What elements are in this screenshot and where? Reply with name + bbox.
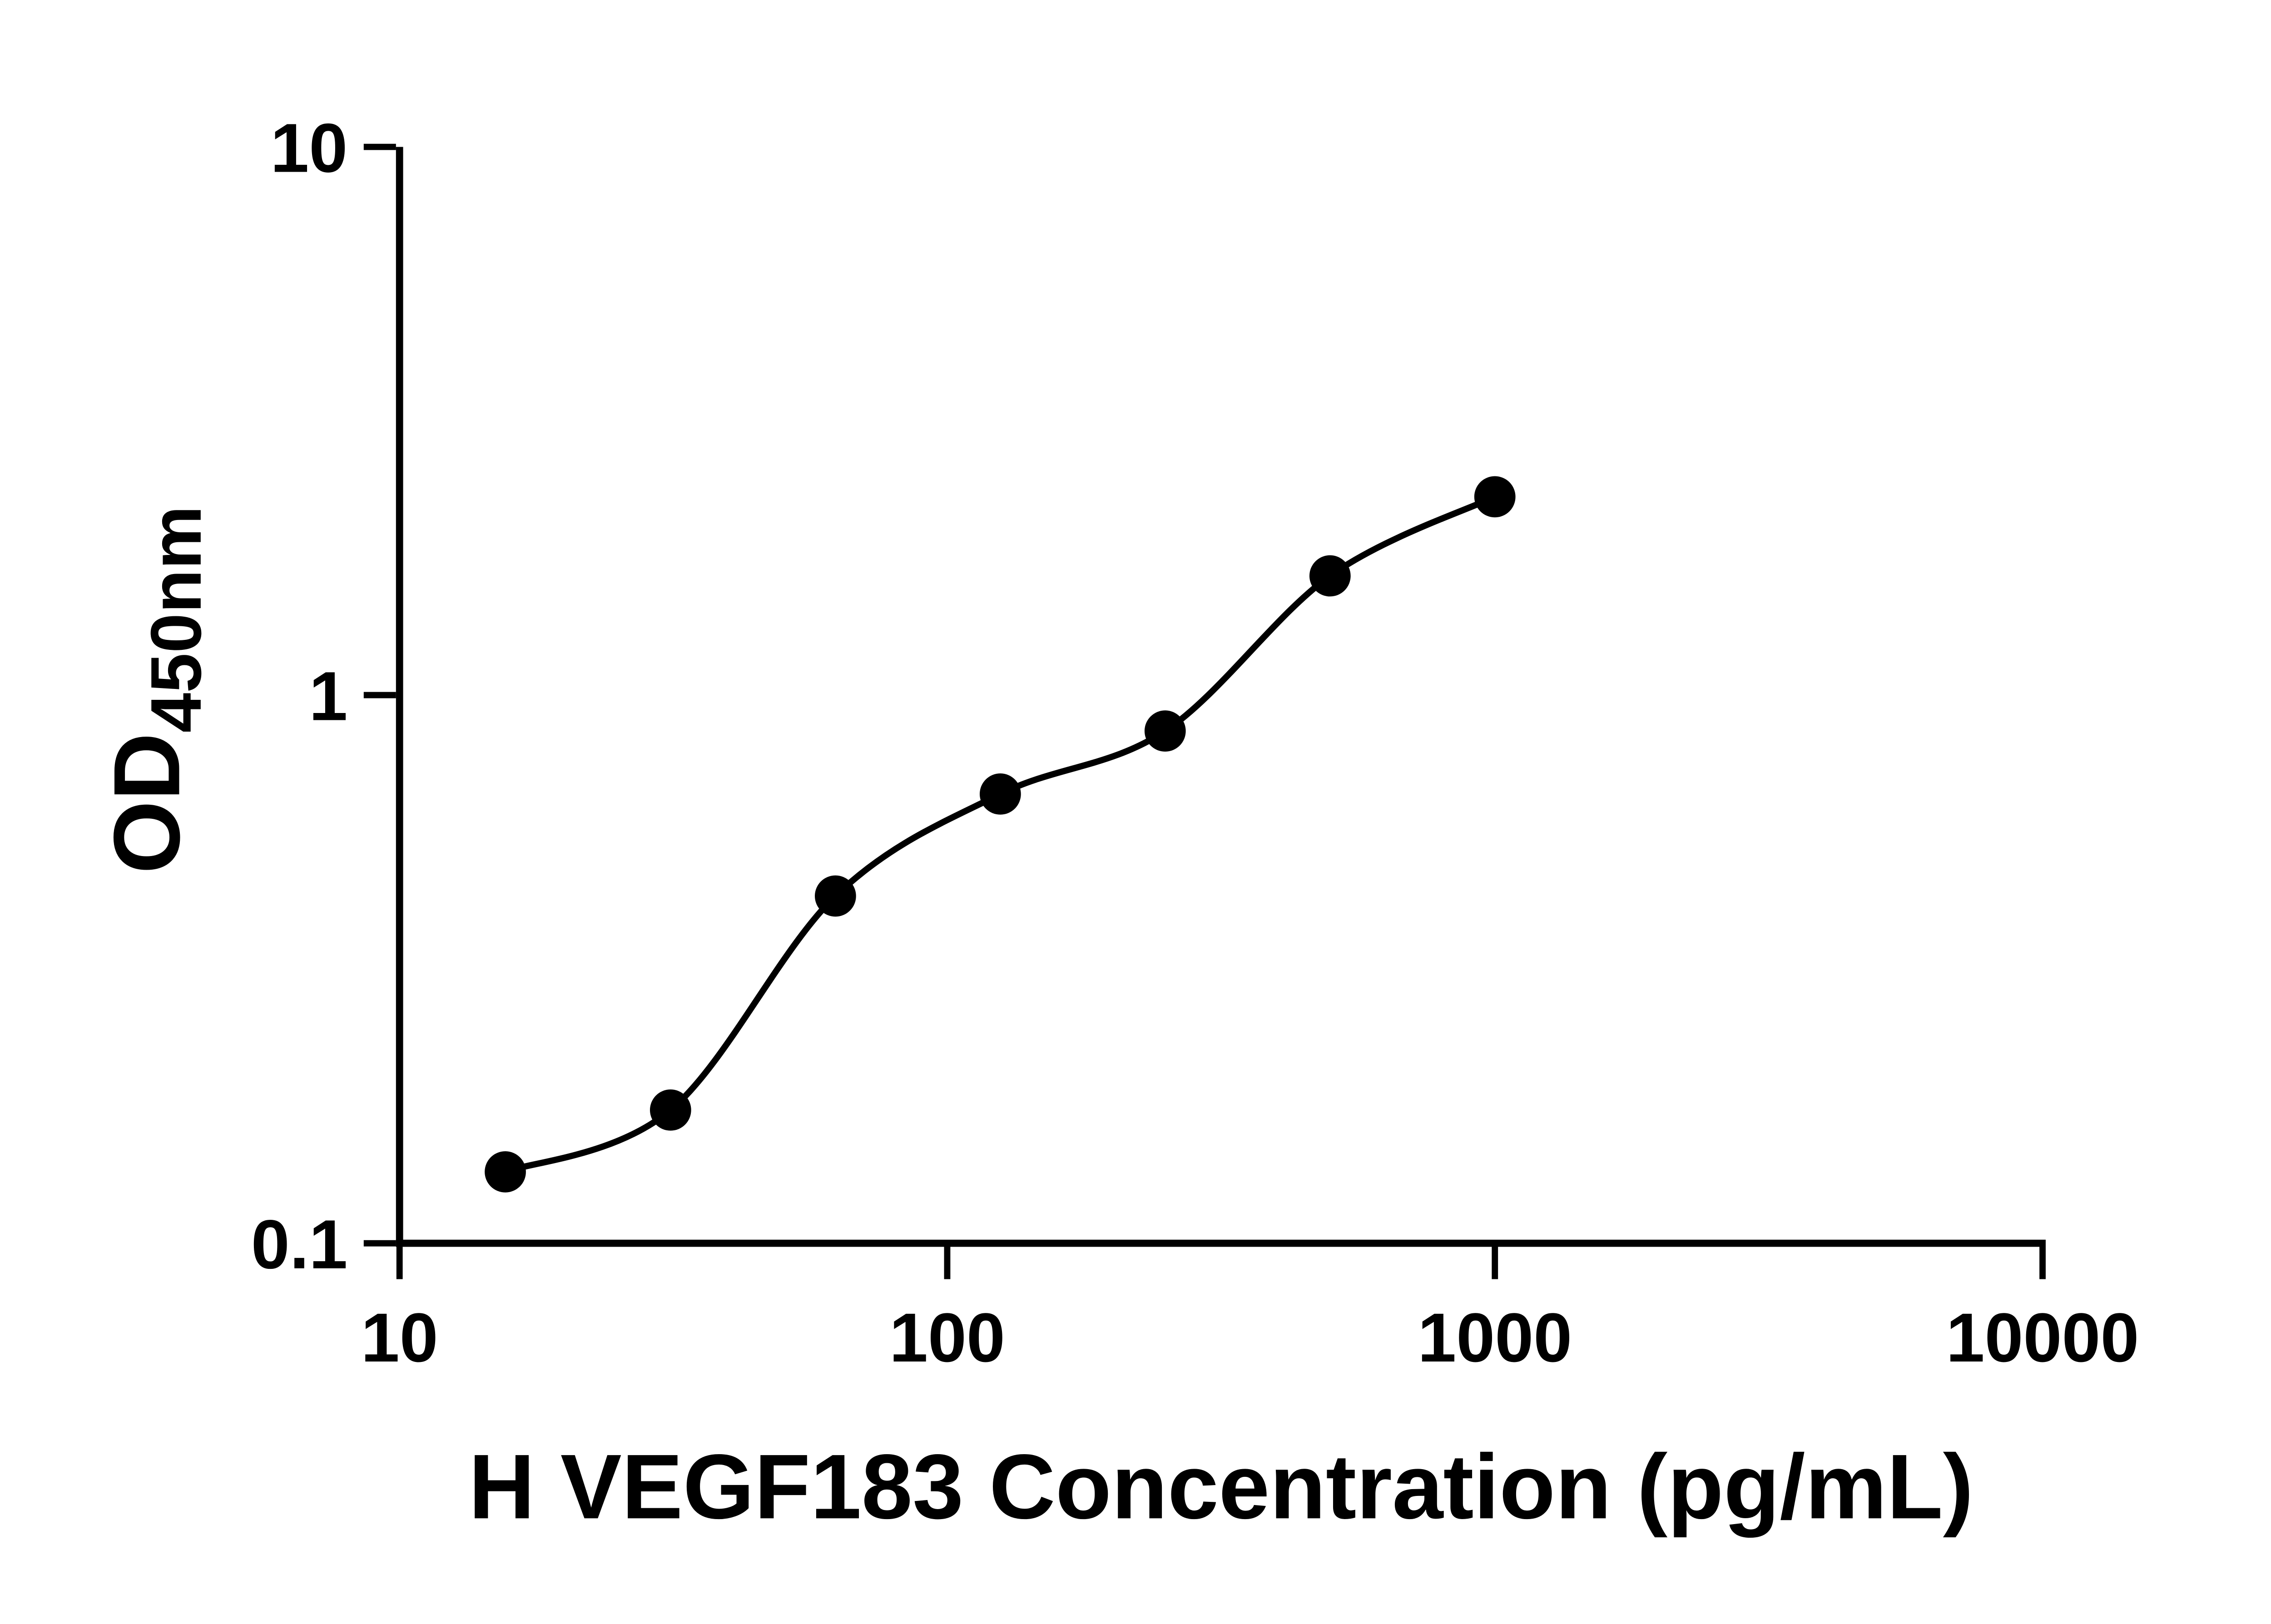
- x-tick-label: 10: [361, 1299, 438, 1376]
- x-axis-title: H VEGF183 Concentration (pg/mL): [469, 1435, 1973, 1538]
- y-tick-label: 10: [270, 110, 347, 187]
- data-point: [1309, 555, 1351, 597]
- data-point: [1474, 476, 1516, 518]
- fit-curve: [504, 494, 1497, 1175]
- y-axis-title: OD450nm: [94, 505, 216, 874]
- x-tick-label: 10000: [1946, 1299, 2139, 1376]
- y-tick-label: 0.1: [251, 1206, 347, 1283]
- x-tick-label: 100: [889, 1299, 1005, 1376]
- data-point: [1144, 710, 1186, 752]
- data-point: [980, 773, 1021, 815]
- data-point: [814, 875, 856, 917]
- y-axis-title-subscript: 450nm: [136, 505, 216, 733]
- data-point: [650, 1089, 691, 1131]
- y-tick-label: 1: [309, 658, 347, 735]
- x-tick-label: 1000: [1418, 1299, 1572, 1376]
- y-axis-title-main: OD: [94, 733, 199, 874]
- data-point: [485, 1151, 526, 1193]
